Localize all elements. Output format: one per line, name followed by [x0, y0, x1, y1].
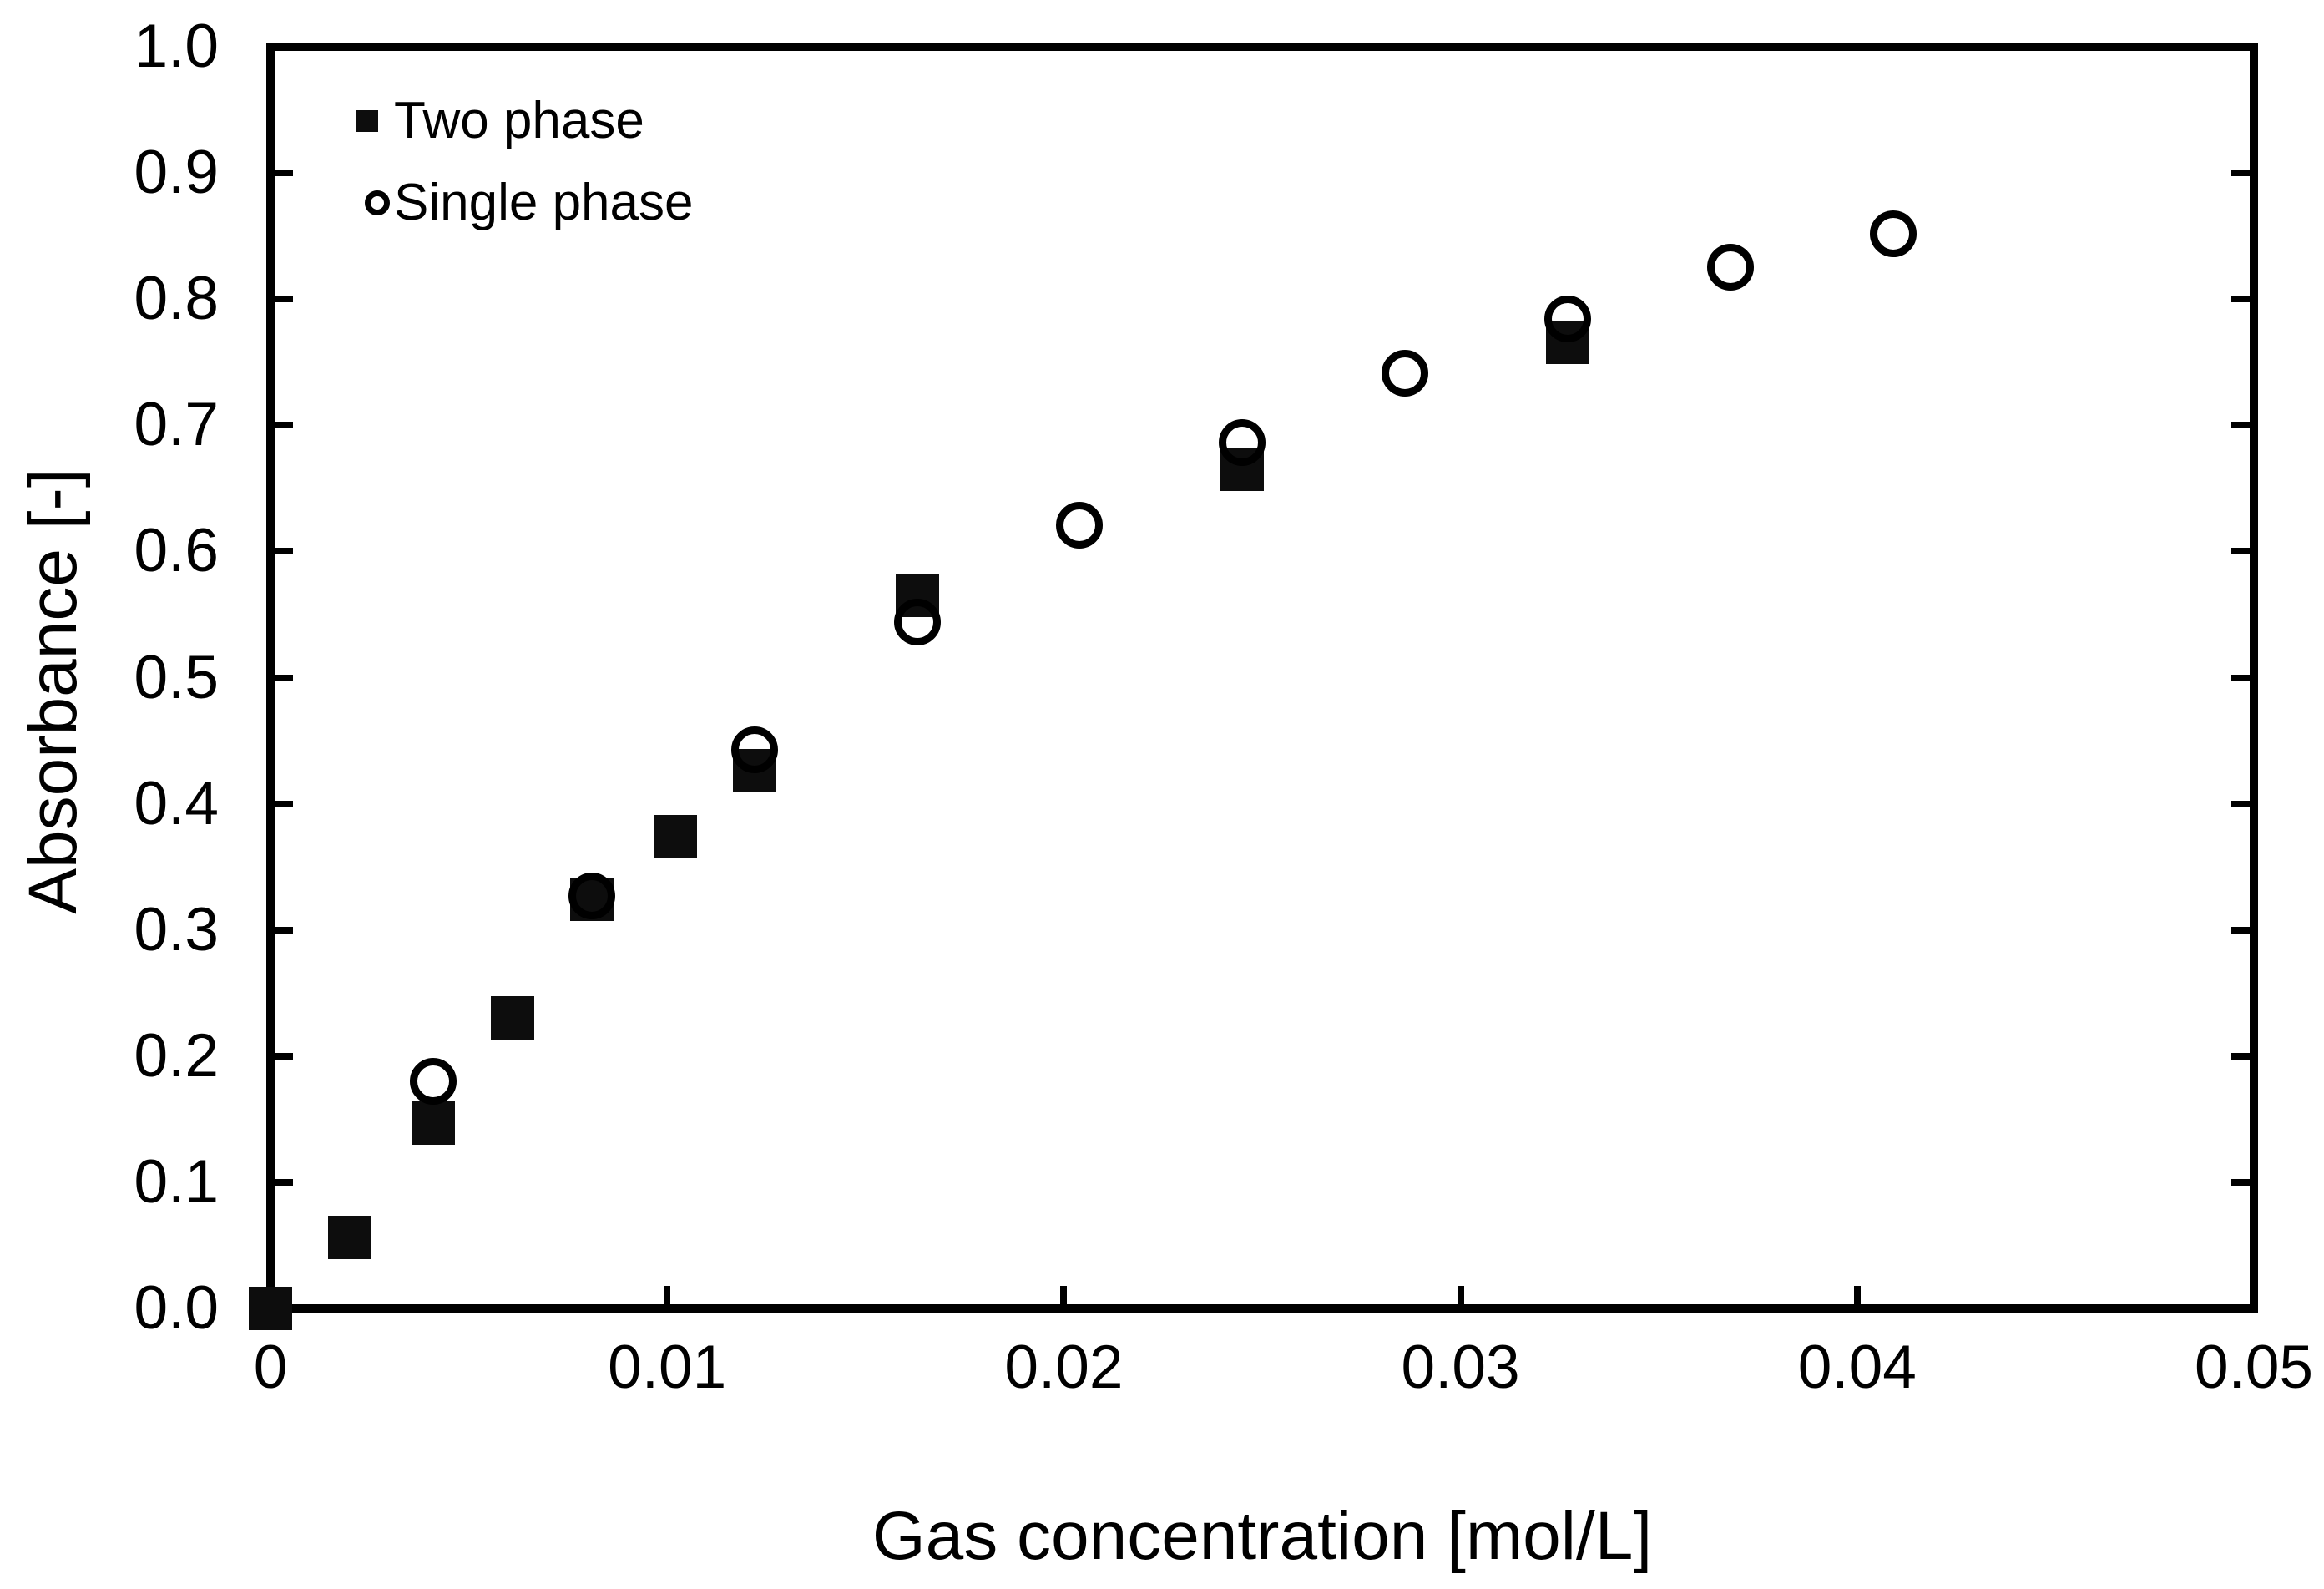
y-axis-tick: [275, 1052, 293, 1060]
y-tick-label: 0.3: [134, 895, 219, 964]
y-axis-tick: [275, 1178, 293, 1186]
x-tick-label: 0.01: [608, 1333, 727, 1401]
x-tick-label: 0.02: [1004, 1333, 1124, 1401]
y-axis-tick-right: [2231, 674, 2250, 681]
y-axis-tick-right: [2231, 422, 2250, 429]
y-tick-label: 0.8: [134, 265, 219, 333]
x-tick-label: 0.05: [2194, 1333, 2314, 1401]
y-axis-tick-right: [2231, 296, 2250, 303]
data-point-single-phase: [568, 872, 615, 919]
y-axis-tick-right: [2231, 170, 2250, 177]
data-point-single-phase: [1056, 501, 1104, 549]
data-point-two-phase: [490, 996, 534, 1040]
y-axis-tick-right: [2231, 800, 2250, 807]
x-axis-tick: [664, 1286, 671, 1304]
y-tick-label: 0.5: [134, 643, 219, 711]
x-tick-label: 0.04: [1797, 1333, 1917, 1401]
plot-area: [266, 43, 2258, 1313]
data-point-single-phase: [1219, 419, 1266, 467]
y-axis-tick: [275, 170, 293, 177]
x-tick-label: 0: [253, 1333, 288, 1401]
data-point-single-phase: [730, 726, 778, 773]
data-point-single-phase: [1382, 350, 1429, 397]
data-point-single-phase: [1706, 244, 1754, 291]
x-axis-title: Gas concentration [mol/L]: [872, 1498, 1653, 1574]
y-tick-label: 0.1: [134, 1147, 219, 1216]
y-axis-tick: [275, 800, 293, 807]
y-axis-tick: [275, 674, 293, 681]
data-point-single-phase: [893, 599, 941, 646]
data-point-two-phase: [328, 1216, 372, 1260]
y-axis-tick: [275, 296, 293, 303]
data-point-two-phase: [653, 814, 697, 858]
x-axis-tick: [1853, 1286, 1861, 1304]
x-axis-tick: [1457, 1286, 1464, 1304]
data-point-two-phase: [411, 1101, 455, 1145]
y-tick-label: 0.6: [134, 517, 219, 585]
data-point-single-phase: [409, 1058, 457, 1106]
y-tick-label: 1.0: [134, 13, 219, 80]
x-tick-label: 0.03: [1401, 1333, 1520, 1401]
y-axis-tick-right: [2231, 1178, 2250, 1186]
y-axis-tick: [275, 422, 293, 429]
y-axis-tick: [275, 926, 293, 934]
legend-label-two-phase: Two phase: [394, 92, 644, 149]
filled-square-legend-marker-icon: [356, 110, 378, 132]
y-axis-tick-right: [2231, 926, 2250, 934]
y-axis-title: Absorbance [-]: [15, 468, 91, 914]
y-tick-label: 0.7: [134, 391, 219, 459]
y-tick-label: 0.0: [134, 1274, 219, 1342]
data-point-single-phase: [1543, 296, 1591, 343]
y-axis-tick: [275, 548, 293, 555]
data-point-single-phase: [1869, 210, 1917, 257]
legend-label-single-phase: Single phase: [394, 174, 694, 231]
y-axis-tick-right: [2231, 548, 2250, 555]
y-axis-tick-right: [2231, 1052, 2250, 1060]
open-circle-legend-marker-icon: [365, 190, 390, 215]
y-tick-label: 0.9: [134, 139, 219, 207]
y-tick-label: 0.2: [134, 1021, 219, 1090]
y-tick-label: 0.4: [134, 769, 219, 838]
data-point-two-phase: [249, 1287, 292, 1330]
x-axis-tick: [1060, 1286, 1068, 1304]
